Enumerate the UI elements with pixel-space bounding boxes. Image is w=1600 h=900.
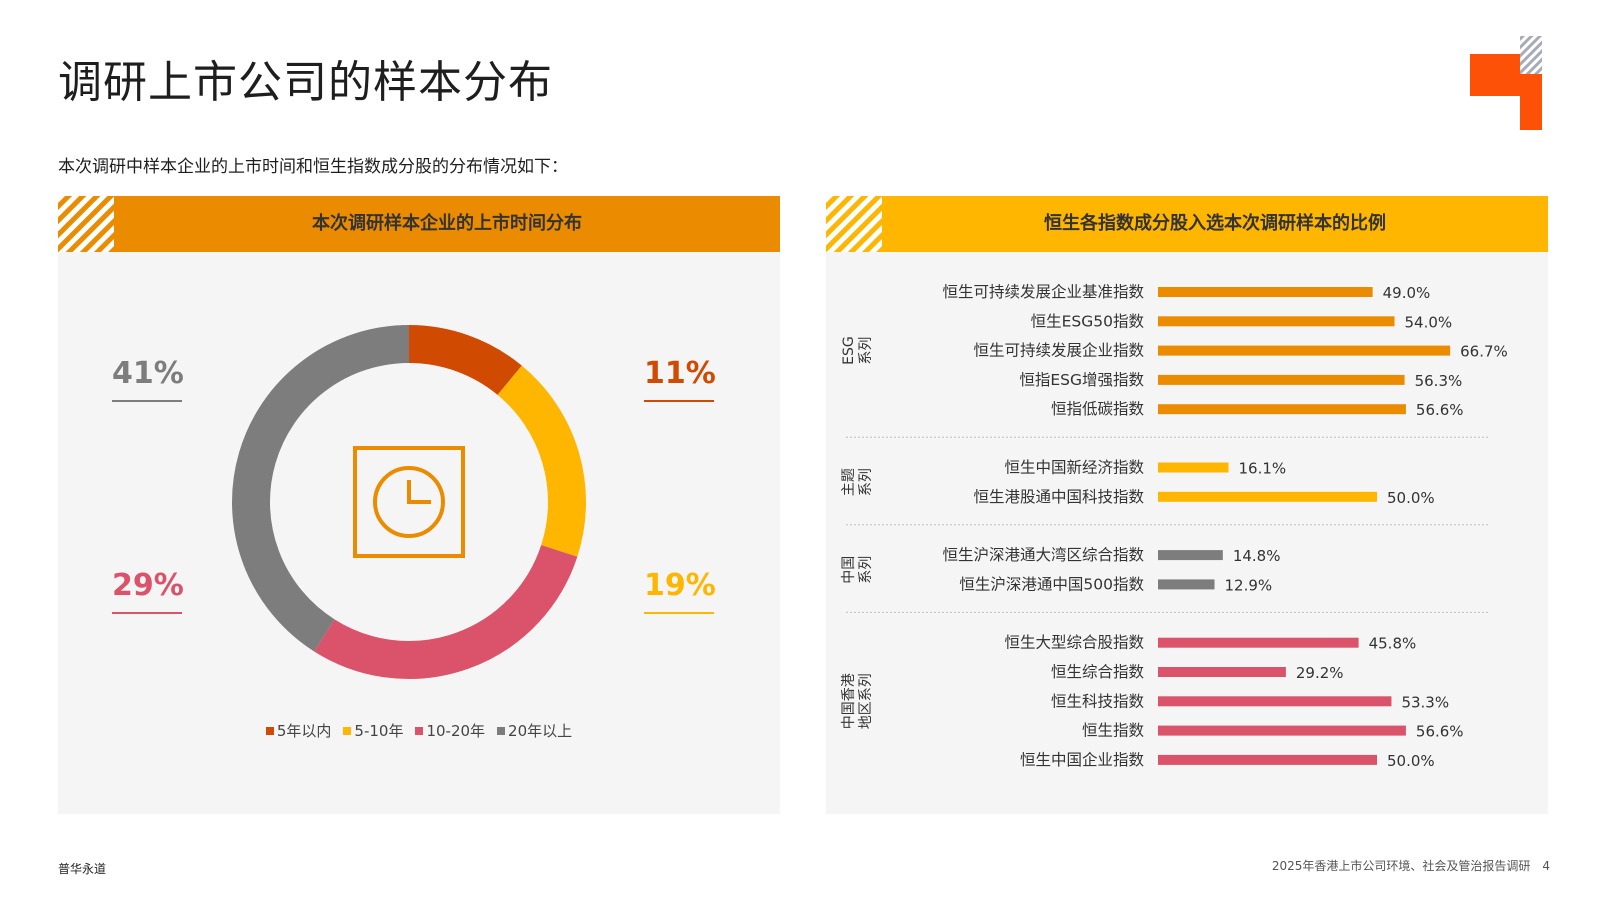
donut-percent-underline — [112, 400, 182, 402]
brand-logo — [1470, 36, 1542, 130]
legend-swatch — [343, 726, 352, 735]
hatch-decoration-icon — [826, 196, 882, 252]
index-ratio-panel: 恒生各指数成分股入选本次调研样本的比例 恒生可持续发展企业基准指数 49.0% 恒生… — [826, 196, 1548, 814]
donut-percent-underline — [644, 612, 714, 614]
legend-swatch — [497, 726, 506, 735]
legend-swatch — [265, 726, 274, 735]
page-number: 4 — [1542, 859, 1550, 873]
legend-label: 5-10年 — [354, 722, 404, 740]
bar-category-label: 恒生沪深港通大湾区综合指数 — [942, 546, 1144, 564]
bar — [1158, 491, 1377, 502]
donut-percent-label: 41% — [112, 356, 184, 391]
bar-value-label: 56.3% — [1415, 372, 1463, 390]
legend-item: 20年以上 — [497, 720, 572, 741]
donut-percent-underline — [644, 400, 714, 402]
bar-category-label: 恒生中国企业指数 — [1020, 751, 1145, 769]
donut-slice-1 — [408, 325, 522, 396]
bar-value-label: 12.9% — [1225, 576, 1273, 594]
donut-slice-3 — [314, 544, 578, 679]
donut-percent-underline — [112, 612, 182, 614]
legend-label: 20年以上 — [508, 722, 573, 740]
legend-item: 5年以内 — [265, 720, 332, 741]
bar-chart: 恒生可持续发展企业基准指数 49.0% 恒生ESG50指数 54.0% 恒生可持续发展企… — [841, 283, 1508, 770]
bar — [1158, 374, 1405, 385]
donut-percent-label: 29% — [112, 568, 184, 603]
bar-category-label: 恒生指数 — [1082, 722, 1145, 740]
bar — [1158, 579, 1215, 590]
bar-category-label: 恒生ESG50指数 — [1031, 312, 1145, 330]
legend-label: 5年以内 — [276, 722, 332, 740]
hatch-decoration-icon — [58, 196, 114, 252]
legend-swatch — [415, 726, 424, 735]
bar-group-label: 中国香港地区系列 — [841, 673, 874, 729]
bar — [1158, 667, 1286, 677]
bar-category-label: 恒生中国新经济指数 — [1004, 459, 1144, 477]
bar-value-label: 45.8% — [1369, 635, 1417, 653]
bar-group-label: ESG系列 — [841, 336, 874, 365]
donut-legend: 5年以内 5-10年 10-20年 20年以上 — [58, 720, 780, 741]
bar-value-label: 14.8% — [1233, 547, 1281, 565]
footer-brand: 普华永道 — [58, 862, 107, 876]
bar-value-label: 53.3% — [1401, 693, 1449, 711]
bar — [1158, 462, 1229, 473]
legend-item: 10-20年 — [415, 720, 485, 741]
bar-value-label: 66.7% — [1460, 343, 1508, 361]
bar — [1158, 316, 1395, 327]
bar — [1158, 404, 1406, 415]
bar-category-label: 恒生大型综合股指数 — [1004, 634, 1144, 652]
bar-value-label: 50.0% — [1387, 489, 1435, 507]
donut-percent-label: 19% — [644, 568, 716, 603]
footer-info: 2025年香港上市公司环境、社会及管治报告调研 4 — [1260, 857, 1550, 874]
bar-value-label: 56.6% — [1416, 401, 1464, 419]
legend-item: 5-10年 — [343, 720, 403, 741]
clock-icon — [353, 446, 465, 558]
bar-category-label: 恒生可持续发展企业基准指数 — [942, 283, 1144, 301]
bar — [1158, 287, 1373, 297]
bar — [1158, 345, 1451, 356]
bar — [1158, 550, 1223, 561]
bar-category-label: 恒生可持续发展企业指数 — [973, 342, 1144, 360]
footer-report-title: 2025年香港上市公司环境、社会及管治报告调研 — [1271, 859, 1531, 873]
listing-time-panel-header: 本次调研样本企业的上市时间分布 — [58, 196, 780, 252]
listing-time-panel: 本次调研样本企业的上市时间分布 5年以内 5-10年 10-20年 20年以上 11%… — [58, 196, 780, 814]
bar-value-label: 29.2% — [1296, 664, 1344, 682]
bar — [1158, 637, 1359, 648]
bar-category-label: 恒生港股通中国科技指数 — [973, 488, 1144, 506]
bar — [1158, 696, 1392, 707]
page-title: 调研上市公司的样本分布 — [58, 57, 553, 108]
donut-slice-2 — [497, 365, 586, 557]
page-subtitle: 本次调研中样本企业的上市时间和恒生指数成分股的分布情况如下： — [58, 157, 568, 177]
bar-value-label: 49.0% — [1383, 284, 1431, 302]
bar-category-label: 恒指ESG增强指数 — [1019, 371, 1144, 389]
bar-category-label: 恒生沪深港通中国500指数 — [959, 575, 1144, 593]
donut-chart — [232, 325, 586, 679]
donut-percent-label: 11% — [644, 356, 716, 391]
bar — [1158, 725, 1406, 736]
bar — [1158, 754, 1377, 765]
legend-label: 10-20年 — [426, 722, 486, 740]
bar-group-label: 中国系列 — [841, 556, 874, 584]
bar-group-label: 主题系列 — [841, 468, 874, 496]
bar-category-label: 恒生科技指数 — [1051, 692, 1145, 710]
bar-category-label: 恒生综合指数 — [1051, 663, 1145, 681]
bar-value-label: 50.0% — [1387, 752, 1435, 770]
bar-value-label: 16.1% — [1239, 460, 1287, 478]
bar-value-label: 56.6% — [1416, 723, 1464, 741]
bar-chart-title: 恒生各指数成分股入选本次调研样本的比例 — [1044, 213, 1386, 234]
bar-category-label: 恒指低碳指数 — [1051, 400, 1145, 418]
donut-chart-title: 本次调研样本企业的上市时间分布 — [312, 213, 582, 234]
donut-slice-4 — [232, 325, 410, 652]
bar-value-label: 54.0% — [1405, 313, 1453, 331]
index-ratio-panel-header: 恒生各指数成分股入选本次调研样本的比例 — [826, 196, 1548, 252]
